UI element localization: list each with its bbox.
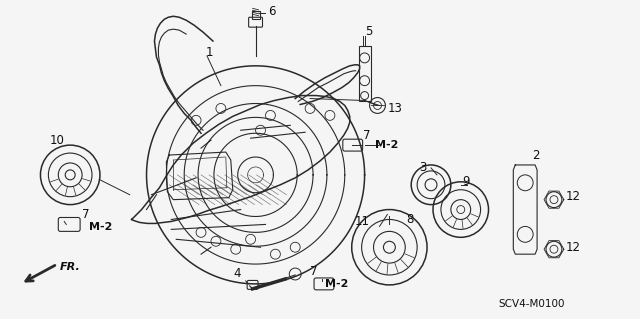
Text: M-2: M-2	[89, 222, 113, 233]
Text: 11: 11	[355, 215, 369, 228]
Text: 4: 4	[233, 268, 241, 280]
Text: 12: 12	[566, 241, 581, 254]
Text: 7: 7	[310, 264, 317, 278]
Text: 7: 7	[82, 208, 90, 221]
Text: 3: 3	[419, 161, 426, 174]
Text: 8: 8	[406, 213, 413, 226]
Bar	[358, 46, 371, 100]
Text: 13: 13	[387, 102, 403, 115]
Text: SCV4-M0100: SCV4-M0100	[499, 299, 565, 309]
Text: 9: 9	[461, 175, 469, 188]
Text: M-2: M-2	[325, 279, 348, 289]
Text: FR.: FR.	[60, 262, 80, 272]
Text: 5: 5	[365, 25, 372, 38]
Text: 2: 2	[532, 149, 540, 161]
Text: M-2: M-2	[374, 140, 398, 150]
Text: 12: 12	[566, 190, 581, 203]
Text: 1: 1	[205, 47, 212, 59]
Text: 7: 7	[363, 129, 370, 142]
Text: 10: 10	[50, 134, 65, 147]
Text: 6: 6	[268, 5, 276, 18]
